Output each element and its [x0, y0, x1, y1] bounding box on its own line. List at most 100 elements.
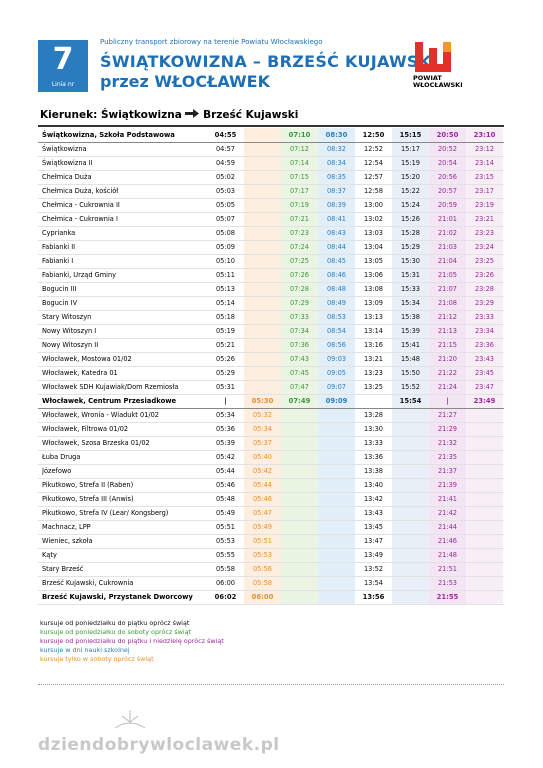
time [318, 436, 355, 450]
time: 07:10 [288, 131, 311, 139]
time: 07:24 [289, 243, 309, 251]
time: 08:39 [326, 201, 346, 209]
row: Włocławek, Filtrowa 01/02 05:36 05:34 13:30… [38, 422, 504, 437]
time: 08:46 [326, 271, 346, 279]
time: 07:19 [289, 201, 309, 209]
time: 15:28 [400, 229, 420, 237]
time: 20:57 [437, 187, 457, 195]
time: 05:53 [252, 551, 272, 559]
time: 23:17 [474, 187, 494, 195]
time: 05:13 [215, 285, 235, 293]
time: 15:22 [400, 187, 420, 195]
time [392, 520, 429, 534]
time: 07:29 [289, 299, 309, 307]
time: 05:07 [215, 215, 235, 223]
time: 15:24 [400, 201, 420, 209]
stop-name: Pikutkowo, Strefa III (Anwis) [42, 495, 134, 503]
time [318, 464, 355, 478]
stop-name: Józefowo [42, 467, 72, 475]
time: 13:08 [363, 285, 383, 293]
time: 13:13 [363, 313, 383, 321]
time: 13:25 [363, 383, 383, 391]
time: 05:51 [215, 523, 235, 531]
time: 05:46 [215, 481, 235, 489]
time [318, 548, 355, 562]
row: Kąty 05:55 05:53 13:49 21:48 [38, 548, 504, 563]
time: 13:00 [363, 201, 383, 209]
time: 08:43 [326, 229, 346, 237]
time [281, 408, 318, 422]
time [244, 170, 281, 184]
time: 05:39 [215, 439, 235, 447]
time: 07:28 [289, 285, 309, 293]
time: 23:21 [474, 215, 494, 223]
time: 07:45 [289, 369, 309, 377]
time: 15:34 [400, 299, 420, 307]
time [318, 408, 355, 422]
time: 20:54 [437, 159, 457, 167]
stop-name: Włocławek, Szosa Brzeska 01/02 [42, 439, 150, 447]
time: 12:58 [363, 187, 383, 195]
time: 21:53 [437, 579, 457, 587]
time: 05:03 [215, 187, 235, 195]
time [281, 492, 318, 506]
row: Józefowo 05:44 05:42 13:38 21:37 [38, 464, 504, 479]
time: 07:43 [289, 355, 309, 363]
time: 15:33 [400, 285, 420, 293]
time: 05:58 [252, 579, 272, 587]
time: 13:02 [363, 215, 383, 223]
time: 07:36 [289, 341, 309, 349]
watermark-icon [114, 710, 146, 729]
time: 20:59 [437, 201, 457, 209]
row: Świątkowizna 04:57 07:12 08:32 12:52 15:17 20:… [38, 142, 504, 157]
time [244, 282, 281, 296]
time: 05:10 [215, 257, 235, 265]
time [244, 366, 281, 380]
time: 04:59 [215, 159, 235, 167]
time: 07:15 [289, 173, 309, 181]
time: 23:10 [473, 131, 496, 139]
stop-name: Stary Brześć [42, 565, 84, 573]
time: 05:53 [215, 537, 235, 545]
row: Świątkowizna II 04:59 07:14 08:34 12:54 15:19… [38, 156, 504, 171]
time: 08:41 [326, 215, 346, 223]
stop-name: Fabianki II [42, 243, 76, 251]
time: 13:09 [363, 299, 383, 307]
time [244, 128, 281, 142]
time: 13:30 [363, 425, 383, 433]
time [281, 450, 318, 464]
time: 05:46 [252, 495, 272, 503]
time: 05:37 [252, 439, 272, 447]
time: 21:03 [437, 243, 457, 251]
time [281, 506, 318, 520]
stop-name: Włocławek, Katedra 01 [42, 369, 118, 377]
time: 05:49 [215, 509, 235, 517]
time: 08:49 [326, 299, 346, 307]
title2: przez WŁOCŁAWEK [100, 72, 270, 91]
time: 21:04 [437, 257, 457, 265]
time [244, 338, 281, 352]
time: 13:54 [363, 579, 383, 587]
time: 20:50 [436, 131, 459, 139]
time: 09:09 [325, 397, 348, 405]
stop-name: Nowy Witoszyn I [42, 327, 97, 335]
time: 23:49 [473, 397, 496, 405]
time: 05:44 [252, 481, 272, 489]
stop-name: Bogucin IV [42, 299, 78, 307]
time: 15:48 [400, 355, 420, 363]
time: 07:26 [289, 271, 309, 279]
stop-name: Fabianki, Urząd Gminy [42, 271, 117, 279]
time: 12:54 [363, 159, 383, 167]
time [355, 394, 392, 408]
stop-name: Brześć Kujawski, Przystanek Dworcowy [42, 593, 193, 601]
time [244, 240, 281, 254]
time [392, 408, 429, 422]
time [318, 422, 355, 436]
time: 05:49 [252, 523, 272, 531]
row: Brześć Kujawski, Cukrownia 06:00 05:58 13:5… [38, 576, 504, 591]
time: 13:05 [363, 257, 383, 265]
time [392, 478, 429, 492]
time: 13:52 [363, 565, 383, 573]
row: Bogucin IV 05:14 07:29 08:49 13:09 15:34 21:08… [38, 296, 504, 311]
time: 21:02 [437, 229, 457, 237]
